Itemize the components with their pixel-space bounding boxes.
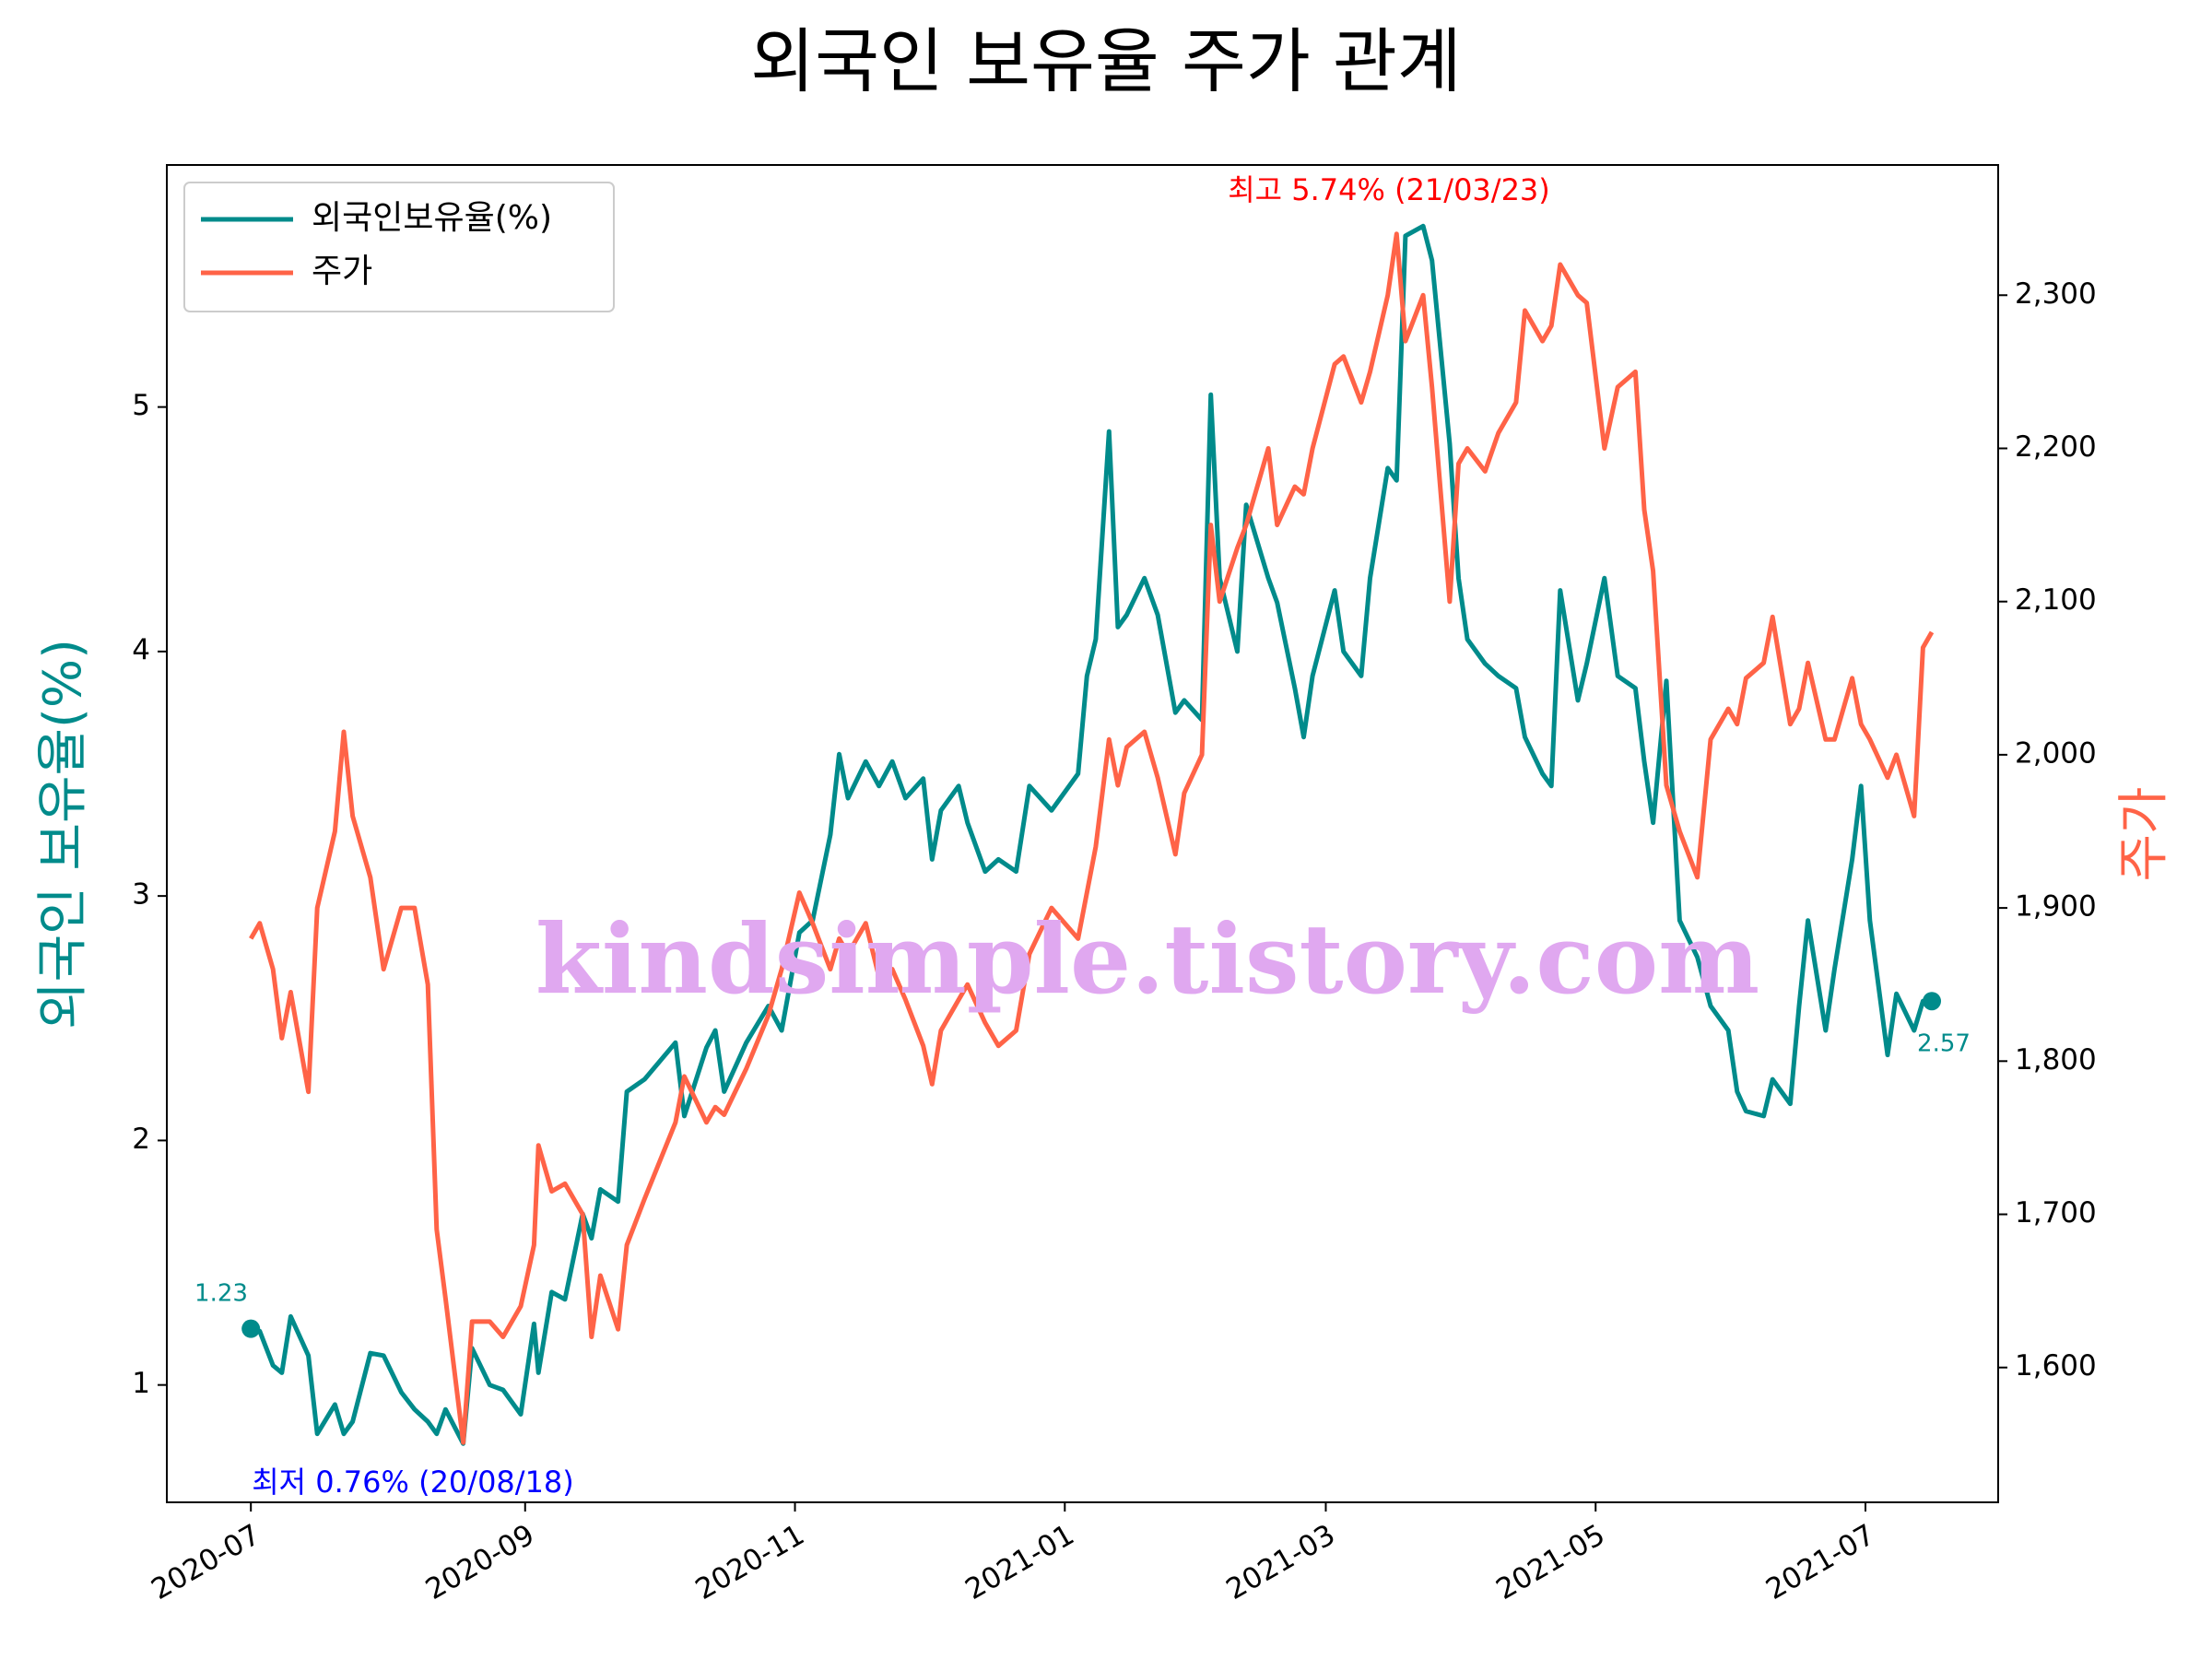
legend-box (183, 182, 615, 312)
x-tick-label: 2020-11 (690, 1518, 810, 1606)
x-tick-label: 2020-07 (146, 1518, 265, 1606)
y-tick-label: 5 (132, 389, 150, 422)
plot-frame (166, 164, 1999, 1503)
y-tick-label: 1 (132, 1367, 150, 1400)
y-tick-label: 2 (132, 1123, 150, 1156)
end-point (241, 1319, 261, 1338)
x-tick-label: 2021-03 (1221, 1518, 1341, 1606)
annotation: 최고 5.74% (21/03/23) (1228, 172, 1550, 207)
y-tick-label: 4 (132, 633, 150, 666)
legend: 외국인보유율(%) 주가 (183, 182, 615, 312)
x-tick-label: 2021-05 (1490, 1518, 1610, 1606)
y2-tick-label: 1,800 (2015, 1043, 2097, 1077)
annotation: 최저 0.76% (20/08/18) (252, 1465, 574, 1500)
x-tick-label: 2021-07 (1760, 1518, 1880, 1606)
y-axis-label: 외국인 보유율(%) (33, 639, 93, 1030)
y-tick-label: 3 (132, 878, 150, 912)
annotation: 1.23 (194, 1280, 248, 1308)
y2-tick-label: 1,600 (2015, 1349, 2097, 1382)
y2-tick-label: 1,900 (2015, 890, 2097, 924)
y2-tick-label: 1,700 (2015, 1196, 2097, 1230)
y2-tick-label: 2,200 (2015, 430, 2097, 464)
legend-label: 주가 (312, 253, 372, 290)
watermark: kindsimple.tistory.com (535, 902, 1759, 1016)
end-point (1923, 992, 1942, 1011)
x-tick-label: 2021-01 (959, 1518, 1079, 1606)
y2-tick-label: 2,100 (2015, 583, 2097, 617)
legend-label: 외국인보유율(%) (312, 199, 552, 237)
series-line (250, 223, 1932, 1446)
series-line (249, 231, 1935, 1445)
y2-axis-label: 주가 (2114, 786, 2174, 881)
y2-tick-label: 2,300 (2015, 277, 2097, 311)
y2-tick-label: 2,000 (2015, 736, 2097, 770)
annotation: 2.57 (1917, 1030, 1971, 1058)
x-tick-label: 2020-09 (420, 1518, 540, 1606)
chart-title: 외국인 보유율 주가 관계 (750, 20, 1462, 102)
